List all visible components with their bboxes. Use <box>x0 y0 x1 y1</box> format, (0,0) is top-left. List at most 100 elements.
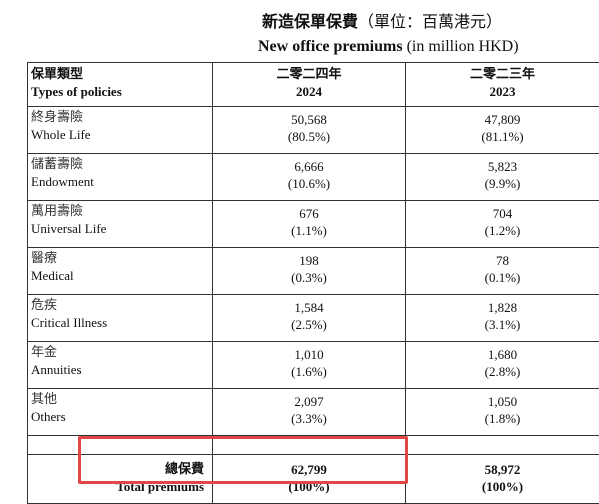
policy-type-zh: 危疾 <box>31 297 212 314</box>
total-percent-2023: (100%) <box>406 478 599 495</box>
value-2024: 1,584 <box>213 299 405 316</box>
value-2024-cell: 1,584(2.5%) <box>213 295 406 342</box>
policy-type-en: Medical <box>31 267 212 284</box>
title-en-text: New office premiums <box>258 38 403 55</box>
percent-2024: (2.5%) <box>213 316 405 333</box>
value-2023: 1,828 <box>406 299 599 316</box>
value-2024: 50,568 <box>213 111 405 128</box>
header-2023-zh: 二零二三年 <box>406 66 599 83</box>
value-2024-cell: 676(1.1%) <box>213 201 406 248</box>
policy-type-zh: 醫療 <box>31 250 212 267</box>
header-2024-en: 2024 <box>213 83 405 100</box>
total-value-2024: 62,799 <box>213 461 405 478</box>
value-2024-cell: 2,097(3.3%) <box>213 389 406 436</box>
title-en-unit: (in million HKD) <box>407 38 519 55</box>
header-type-of-policy: 保單類型 Types of policies <box>28 63 213 107</box>
policy-type-en: Others <box>31 408 212 425</box>
value-2023: 78 <box>406 252 599 269</box>
spacer-cell <box>28 436 213 455</box>
percent-2024: (3.3%) <box>213 410 405 427</box>
total-2024-cell: 62,799(100%) <box>213 455 406 504</box>
title-zh-text: 新造保單保費 <box>262 12 358 31</box>
value-2023: 1,680 <box>406 346 599 363</box>
total-value-2023: 58,972 <box>406 461 599 478</box>
value-2024: 198 <box>213 252 405 269</box>
value-2023: 704 <box>406 205 599 222</box>
value-2024: 6,666 <box>213 158 405 175</box>
percent-2024: (1.6%) <box>213 363 405 380</box>
value-2024-cell: 198(0.3%) <box>213 248 406 295</box>
policy-type-en: Whole Life <box>31 126 212 143</box>
value-2023-cell: 78(0.1%) <box>406 248 599 295</box>
header-year-2023: 二零二三年 2023 <box>406 63 599 107</box>
header-year-2024: 二零二四年 2024 <box>213 63 406 107</box>
header-type-zh: 保單類型 <box>31 66 212 83</box>
title-zh-unit: （單位：百萬港元） <box>358 12 502 31</box>
percent-2023: (2.8%) <box>406 363 599 380</box>
policy-type-zh: 其他 <box>31 391 212 408</box>
policy-type-en: Endowment <box>31 173 212 190</box>
total-label-zh: 總保費 <box>28 461 204 478</box>
policy-type-zh: 年金 <box>31 344 212 361</box>
percent-2024: (1.1%) <box>213 222 405 239</box>
value-2023: 5,823 <box>406 158 599 175</box>
premiums-table: 保單類型 Types of policies 二零二四年 2024 二零二三年 … <box>27 62 599 504</box>
value-2023-cell: 1,050(1.8%) <box>406 389 599 436</box>
percent-2023: (81.1%) <box>406 128 599 145</box>
percent-2023: (9.9%) <box>406 175 599 192</box>
value-2023-cell: 5,823(9.9%) <box>406 154 599 201</box>
value-2024: 1,010 <box>213 346 405 363</box>
value-2023: 47,809 <box>406 111 599 128</box>
percent-2023: (3.1%) <box>406 316 599 333</box>
value-2024-cell: 50,568(80.5%) <box>213 107 406 154</box>
value-2023-cell: 704(1.2%) <box>406 201 599 248</box>
value-2023-cell: 47,809(81.1%) <box>406 107 599 154</box>
total-percent-2024: (100%) <box>213 478 405 495</box>
header-type-en: Types of policies <box>31 83 212 100</box>
table-header-row: 保單類型 Types of policies 二零二四年 2024 二零二三年 … <box>28 63 599 107</box>
header-2024-zh: 二零二四年 <box>213 66 405 83</box>
policy-type-zh: 儲蓄壽險 <box>31 156 212 173</box>
total-2023-cell: 58,972(100%) <box>406 455 599 504</box>
value-2023-cell: 1,828(3.1%) <box>406 295 599 342</box>
percent-2024: (80.5%) <box>213 128 405 145</box>
value-2024: 676 <box>213 205 405 222</box>
policy-type-zh: 終身壽險 <box>31 109 212 126</box>
value-2023: 1,050 <box>406 393 599 410</box>
percent-2023: (1.2%) <box>406 222 599 239</box>
percent-2023: (1.8%) <box>406 410 599 427</box>
percent-2024: (10.6%) <box>213 175 405 192</box>
spacer-cell <box>406 436 599 455</box>
total-label-en: Total premiums <box>28 478 204 495</box>
policy-type-en: Critical Illness <box>31 314 212 331</box>
value-2024: 2,097 <box>213 393 405 410</box>
percent-2023: (0.1%) <box>406 269 599 286</box>
value-2024-cell: 1,010(1.6%) <box>213 342 406 389</box>
spacer-row <box>28 436 599 455</box>
percent-2024: (0.3%) <box>213 269 405 286</box>
policy-type-en: Universal Life <box>31 220 212 237</box>
spacer-cell <box>213 436 406 455</box>
policy-type-en: Annuities <box>31 361 212 378</box>
page-title-en: New office premiums (in million HKD) <box>258 38 578 56</box>
value-2024-cell: 6,666(10.6%) <box>213 154 406 201</box>
value-2023-cell: 1,680(2.8%) <box>406 342 599 389</box>
page-title-zh: 新造保單保費（單位：百萬港元） <box>262 8 562 32</box>
policy-type-zh: 萬用壽險 <box>31 203 212 220</box>
